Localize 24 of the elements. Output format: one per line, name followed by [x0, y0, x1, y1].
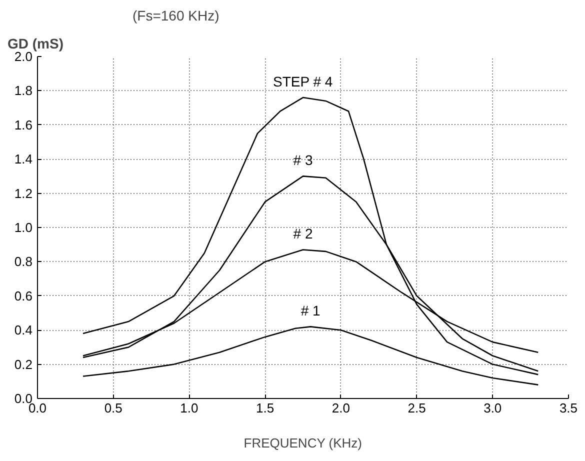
y-tick-label: 0.4 — [14, 322, 33, 338]
y-axis-title: GD (mS) — [8, 36, 64, 52]
y-tick-label: 1.2 — [14, 186, 33, 201]
series-label: # 3 — [293, 152, 313, 168]
series-label: # 2 — [293, 226, 313, 242]
y-tick-label: 1.4 — [14, 152, 33, 167]
y-tick-label: 1.6 — [14, 117, 33, 132]
x-tick-label: 3.0 — [484, 400, 502, 416]
y-tick-label: 0.8 — [14, 254, 33, 270]
x-tick-label: 2.0 — [332, 400, 350, 416]
y-tick-label: 1.0 — [14, 220, 33, 235]
x-tick-label: 1.0 — [180, 400, 198, 416]
x-axis-title: FREQUENCY (KHz) — [244, 436, 362, 450]
x-tick-label: 1.5 — [256, 400, 274, 416]
y-tick-label: 1.8 — [14, 83, 33, 98]
x-tick-label: 0.5 — [104, 400, 122, 416]
chart-title: (Fs=160 KHz) — [132, 8, 220, 24]
x-tick-label: 2.5 — [408, 400, 426, 416]
y-tick-label: 2.0 — [14, 49, 33, 64]
y-tick-label: 0.6 — [14, 288, 33, 304]
y-tick-label: 0.2 — [14, 356, 33, 372]
series-label: # 1 — [300, 302, 321, 319]
x-tick-label: 3.5 — [559, 400, 578, 416]
series-label: STEP # 4 — [273, 74, 333, 90]
